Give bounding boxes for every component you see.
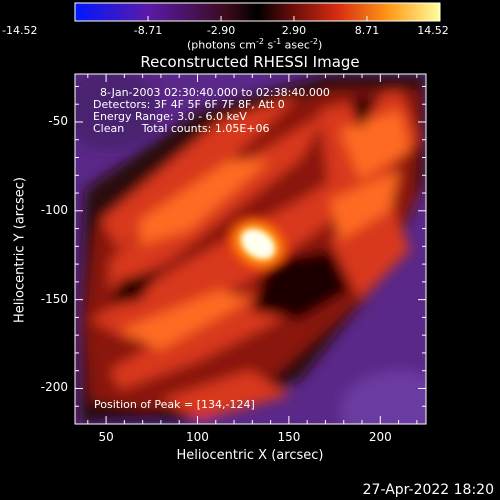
colorbar-tick-label: -2.90 [206, 24, 236, 37]
annotation-block: 8-Jan-2003 02:30:40.000 to 02:38:40.000 … [93, 86, 330, 135]
x-tick-label: 150 [277, 430, 301, 444]
annotation-line: Energy Range: 3.0 - 6.0 keV [93, 110, 247, 123]
axis-ticks [75, 74, 426, 424]
annotation-line: Detectors: 3F 4F 5F 6F 7F 8F, Att 0 [93, 98, 285, 111]
colorbar-tick-label: -8.71 [133, 24, 163, 37]
y-tick-label: -200 [40, 380, 68, 395]
y-axis-label: Heliocentric Y (arcsec) [12, 177, 28, 323]
peak-label: Position of Peak = [134,-124] [94, 398, 255, 411]
chart-title: Reconstructed RHESSI Image [140, 53, 360, 71]
colorbar-tick-label: 2.90 [281, 24, 307, 37]
colorbar-tick-label: -14.52 [2, 24, 38, 37]
y-tick-label: -100 [40, 202, 68, 217]
x-tick-label: 50 [98, 430, 114, 444]
y-tick-label: -50 [48, 113, 68, 128]
colorbar-unit: (photons cm-2 s-1 asec-2) [187, 37, 323, 52]
x-tick-label: 100 [186, 430, 209, 444]
colorbar [74, 2, 441, 22]
colorbar-ticks [74, 16, 441, 21]
colorbar-tick-label: 14.52 [417, 24, 449, 37]
colorbar-tick-label: 8.71 [354, 24, 380, 37]
plot-frame [74, 73, 427, 425]
x-axis-label: Heliocentric X (arcsec) [176, 448, 324, 463]
annotation-line: Clean Total counts: 1.05E+06 [93, 122, 270, 135]
annotation-line: 8-Jan-2003 02:30:40.000 to 02:38:40.000 [100, 86, 330, 99]
y-tick-label: -150 [40, 291, 68, 306]
timestamp: 27-Apr-2022 18:20 [362, 482, 494, 498]
x-tick-label: 200 [368, 430, 392, 444]
heatmap-image [75, 74, 426, 424]
